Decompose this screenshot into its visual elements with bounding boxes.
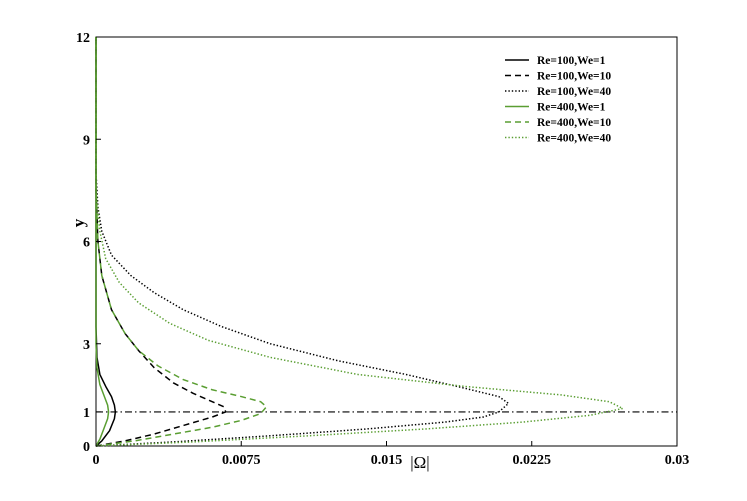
y-tick-label: 1 [83,406,90,421]
plot-frame [95,36,678,447]
legend-label: Re=100,We=1 [537,55,606,67]
series-line [95,37,110,447]
legend-label: Re=400,We=10 [537,117,611,129]
series-line [95,37,227,447]
x-tick-label: 0.03 [665,453,690,468]
x-tick-label: 0.0075 [222,453,261,468]
axis-layer: 0 0.0075 0.015 0.0225 0.03 0 1 3 6 9 12 [76,31,689,468]
x-axis-label: |Ω| [410,453,429,472]
y-tick-label: 3 [83,338,90,353]
legend-label: Re=400,We=1 [537,102,606,114]
legend-label: Re=400,We=40 [537,133,611,145]
series-line [95,37,510,447]
y-tick-label: 9 [83,133,90,148]
x-tick-label: 0.0225 [513,453,552,468]
series-layer [95,37,677,447]
legend-label: Re=100,We=10 [537,71,611,83]
series-line [95,37,268,447]
y-tick-label: 6 [83,236,90,251]
legend-label: Re=100,We=40 [537,86,611,98]
legend: Re=100,We=1 Re=100,We=10 Re=100,We=40 Re=40… [505,55,611,145]
x-tick-label: 0 [93,453,100,468]
y-tick-label: 0 [83,440,90,455]
x-tick-label: 0.015 [371,453,403,468]
y-tick-label: 12 [76,31,90,46]
y-axis-label: y [69,218,88,227]
series-line [95,37,624,447]
